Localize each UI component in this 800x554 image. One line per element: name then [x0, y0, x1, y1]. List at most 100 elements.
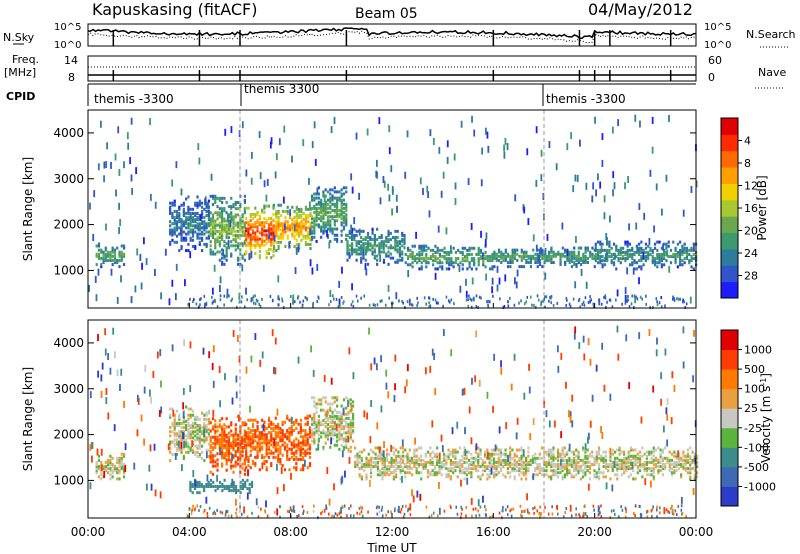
velocity-cell — [171, 424, 174, 428]
power-cell — [205, 205, 208, 209]
power-cell — [307, 216, 310, 220]
velocity-cell — [326, 437, 330, 441]
power-cell — [396, 248, 399, 252]
power-cell — [251, 225, 255, 229]
power-cell — [477, 257, 480, 261]
power-cell — [577, 258, 580, 262]
power-cell — [513, 248, 517, 252]
velocity-cell — [693, 475, 696, 479]
power-cell — [656, 261, 659, 265]
velocity-cell — [552, 448, 555, 452]
power-cell — [471, 115, 473, 123]
power-cell — [214, 244, 217, 248]
power-cell — [185, 226, 188, 230]
velocity-cell — [221, 454, 224, 458]
power-cell — [388, 296, 390, 300]
velocity-cell — [540, 467, 544, 471]
velocity-cell — [442, 454, 446, 458]
velocity-cell — [429, 460, 432, 464]
power-cell — [338, 215, 341, 219]
power-cell — [600, 245, 603, 253]
velocity-cell — [241, 450, 244, 454]
velocity-cell — [169, 426, 172, 430]
velocity-cell — [417, 471, 421, 475]
velocity-cell — [256, 445, 259, 449]
power-cell — [277, 244, 280, 248]
power-cell — [683, 261, 686, 265]
power-cell — [324, 221, 327, 225]
power-cell — [236, 242, 240, 246]
power-cell — [639, 120, 641, 128]
velocity-cell — [625, 460, 628, 464]
velocity-cell — [686, 454, 690, 458]
velocity-cell — [232, 484, 235, 488]
power-cell — [561, 252, 564, 256]
power-cell — [625, 297, 628, 301]
power-cell — [571, 255, 573, 263]
velocity-cell — [582, 448, 585, 452]
power-cell — [216, 240, 219, 244]
power-cell — [245, 235, 248, 239]
power-cell — [218, 233, 221, 237]
power-cell — [270, 221, 273, 225]
power-cell — [403, 233, 406, 237]
power-cell — [525, 300, 528, 304]
velocity-cell — [556, 452, 560, 456]
velocity-cell — [169, 459, 172, 463]
power-cell — [304, 234, 308, 238]
velocity-cell — [613, 460, 616, 468]
power-cell — [428, 210, 431, 218]
power-cell — [445, 252, 448, 256]
velocity-cell — [292, 422, 296, 426]
velocity-cell — [245, 445, 248, 449]
power-cell — [227, 225, 231, 229]
power-cell — [169, 224, 172, 228]
power-cell — [360, 252, 363, 256]
velocity-cell — [182, 438, 185, 442]
velocity-cell — [286, 443, 289, 447]
velocity-cell — [194, 450, 197, 454]
velocity-cell — [331, 427, 334, 431]
velocity-cell — [342, 445, 346, 449]
power-cell — [459, 261, 462, 265]
velocity-cell — [180, 434, 183, 438]
power-cell — [520, 248, 523, 252]
power-cell — [355, 252, 358, 256]
power-cell — [653, 263, 657, 267]
power-cell — [465, 298, 468, 302]
power-cell — [401, 300, 403, 304]
velocity-cell — [472, 465, 475, 469]
velocity-cell — [368, 327, 370, 335]
power-cell — [653, 246, 657, 250]
velocity-cell — [563, 475, 566, 479]
power-cell — [333, 227, 336, 231]
power-cell — [685, 250, 689, 254]
velocity-cell — [256, 455, 259, 459]
power-cell — [207, 230, 211, 234]
power-cell — [272, 231, 275, 235]
power-cell — [479, 255, 483, 259]
power-cell — [322, 221, 325, 225]
power-cell — [617, 248, 620, 252]
velocity-cell — [104, 467, 107, 471]
power-cell — [180, 203, 183, 207]
velocity-cell — [645, 469, 649, 473]
velocity-cell — [495, 473, 498, 477]
power-cell — [485, 127, 487, 135]
velocity-cell — [445, 462, 448, 466]
velocity-cell — [659, 456, 662, 460]
velocity-cell — [120, 465, 123, 469]
velocity-cell — [449, 469, 452, 473]
velocity-cell — [211, 472, 215, 476]
velocity-cell — [429, 458, 432, 462]
power-cell — [342, 202, 346, 206]
velocity-cell — [433, 452, 436, 456]
velocity-cell — [238, 355, 241, 363]
power-cell — [491, 267, 494, 271]
velocity-cell — [245, 366, 248, 374]
power-cell — [241, 121, 244, 129]
velocity-cell — [211, 454, 215, 458]
power-cell — [209, 252, 212, 256]
velocity-cell — [472, 467, 475, 471]
velocity-cell — [254, 464, 257, 468]
